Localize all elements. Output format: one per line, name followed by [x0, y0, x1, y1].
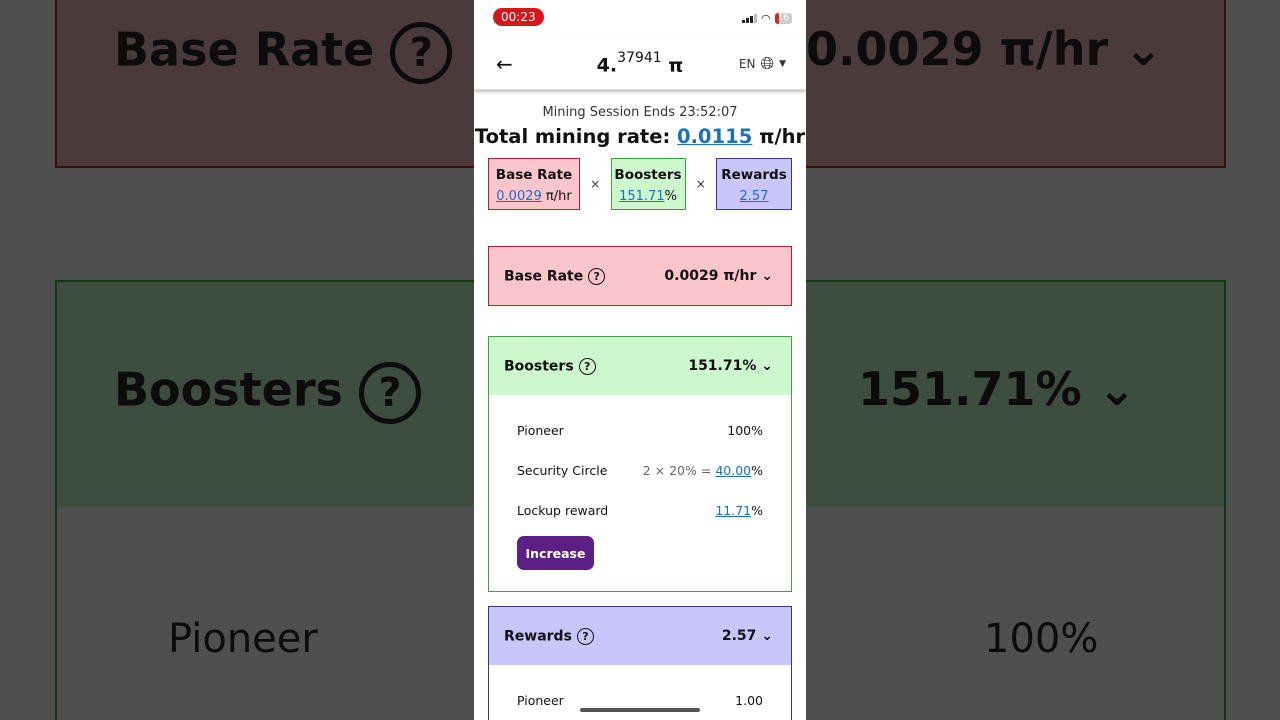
language-code: EN	[738, 57, 756, 71]
lockup-link[interactable]: 11.71	[715, 502, 752, 518]
total-rate-link[interactable]: 0.0115	[677, 125, 753, 148]
bg-boosters-label: Boosters ?	[114, 362, 421, 424]
boosters-card: Boosters? 151.71% ⌄ Pioneer 100% Security …	[488, 336, 792, 592]
home-indicator[interactable]	[580, 708, 700, 712]
battery-icon: 16	[774, 13, 792, 24]
rewards-link[interactable]: 2.57	[739, 189, 769, 204]
total-mining-rate: Total mining rate: 0.0115 π/hr	[474, 125, 806, 148]
factor-title: Boosters	[614, 167, 682, 183]
factor-rewards: Rewards 2.57	[716, 158, 792, 210]
chevron-down-icon: ⌄	[761, 268, 773, 284]
currency-symbol: π	[668, 54, 684, 77]
bg-boosters-value: 151.71% ⌄	[858, 362, 1137, 416]
bg-boosters-value-text: 151.71%	[858, 362, 1082, 416]
factor-unit: π/hr	[545, 189, 572, 204]
row-label: Pioneer	[517, 692, 564, 708]
booster-row-lockup: Lockup reward 11.71%	[489, 490, 791, 530]
help-icon[interactable]: ?	[576, 627, 594, 645]
help-icon: ?	[358, 362, 421, 424]
card-title: Boosters	[504, 358, 574, 374]
bg-base-rate-value: 0.0029 π/hr ⌄	[806, 22, 1163, 76]
factor-title: Rewards	[721, 167, 787, 183]
battery-level: 16	[777, 13, 789, 23]
card-title: Base Rate	[504, 268, 584, 284]
reward-row-pioneer: Pioneer 1.00	[489, 680, 791, 720]
chevron-down-icon: ⌄	[761, 358, 773, 374]
row-unit: %	[751, 502, 763, 518]
row-label: Security Circle	[517, 462, 608, 478]
boosters-header[interactable]: Boosters? 151.71% ⌄	[489, 337, 791, 395]
signal-icon	[741, 14, 757, 23]
security-circle-link[interactable]: 40.00	[715, 462, 752, 478]
base-rate-link[interactable]: 0.0029	[496, 189, 542, 204]
caret-down-icon: ▼	[779, 59, 786, 69]
multiply-sign: ×	[590, 177, 601, 191]
balance: 4.37941 π	[474, 50, 806, 77]
bg-pioneer-value: 100%	[984, 616, 1099, 662]
chevron-down-icon: ⌄	[761, 628, 773, 644]
total-label: Total mining rate:	[474, 125, 671, 148]
app-header: ← 4.37941 π EN 🌐︎ ▼	[474, 40, 806, 90]
status-bar: 00:23 ◠ 16	[474, 0, 806, 40]
background-zoom-left: Base Rate ? Boosters ? Pioneer	[0, 0, 474, 720]
factor-boosters: Boosters 151.71%	[610, 158, 686, 210]
back-arrow-icon[interactable]: ←	[496, 52, 513, 76]
card-title: Rewards	[504, 628, 572, 644]
base-rate-card: Base Rate? 0.0029 π/hr ⌄	[488, 246, 792, 306]
bg-boosters-panel	[806, 280, 1226, 720]
card-value: 2.57	[721, 628, 757, 644]
factor-base-rate: Base Rate 0.0029 π/hr	[488, 158, 580, 210]
row-formula: 2 × 20% =	[642, 462, 716, 478]
language-selector[interactable]: EN 🌐︎ ▼	[739, 54, 786, 74]
card-value: 151.71%	[688, 358, 757, 374]
factor-title: Base Rate	[495, 167, 573, 183]
bg-base-rate-panel	[806, 0, 1226, 168]
wifi-icon: ◠	[760, 12, 771, 25]
factor-unit: %	[664, 189, 677, 204]
help-icon: ?	[390, 22, 453, 84]
booster-row-security-circle: Security Circle 2 × 20% = 40.00%	[489, 450, 791, 490]
row-label: Pioneer	[517, 422, 564, 438]
clock-recording: 00:23	[493, 8, 544, 26]
multiply-sign: ×	[695, 177, 706, 191]
total-unit: π/hr	[759, 125, 806, 148]
rewards-header[interactable]: Rewards? 2.57 ⌄	[489, 607, 791, 665]
row-label: Lockup reward	[517, 502, 609, 518]
row-unit: %	[751, 462, 763, 478]
booster-row-pioneer: Pioneer 100%	[489, 410, 791, 450]
base-rate-header[interactable]: Base Rate? 0.0029 π/hr ⌄	[489, 247, 791, 305]
rewards-card: Rewards? 2.57 ⌄ Pioneer 1.00	[488, 606, 792, 720]
session-end: Mining Session Ends 23:52:07	[542, 105, 738, 120]
bg-boosters-text: Boosters	[114, 362, 343, 417]
balance-integer: 4.	[596, 54, 618, 77]
row-value: 100%	[727, 422, 763, 438]
bg-base-rate-label: Base Rate ?	[114, 22, 453, 84]
background-zoom-right: 0.0029 π/hr ⌄ 151.71% ⌄ 100%	[806, 0, 1280, 720]
bg-pioneer-label: Pioneer	[168, 616, 318, 662]
phone-screen: 00:23 ◠ 16 ← 4.37941 π EN 🌐︎ ▼ Mining Sess…	[474, 0, 806, 720]
bg-base-value-text: 0.0029 π/hr	[806, 22, 1109, 76]
bg-base-text: Base Rate	[114, 22, 375, 77]
rate-formula: Base Rate 0.0029 π/hr × Boosters 151.71% ×…	[474, 158, 806, 210]
boosters-link[interactable]: 151.71	[619, 189, 665, 204]
globe-icon: 🌐︎	[760, 54, 775, 74]
row-value: 1.00	[735, 692, 763, 708]
card-value: 0.0029 π/hr	[664, 268, 757, 284]
increase-button[interactable]: Increase	[517, 536, 594, 570]
balance-fraction: 37941	[617, 50, 662, 66]
help-icon[interactable]: ?	[588, 267, 606, 285]
help-icon[interactable]: ?	[578, 357, 596, 375]
